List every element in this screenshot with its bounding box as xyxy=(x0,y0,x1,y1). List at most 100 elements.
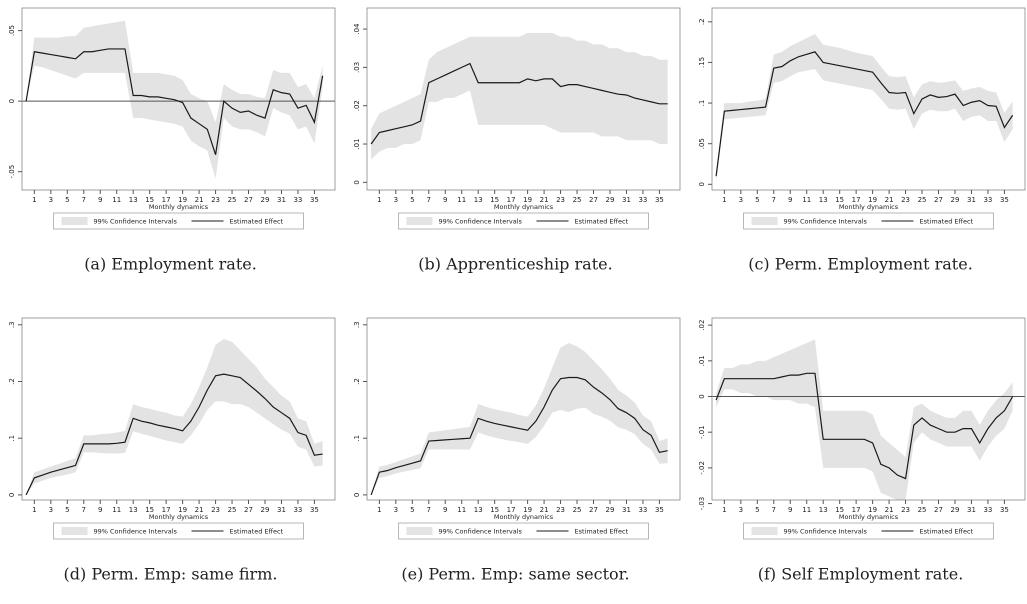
x-tick-label: 1 xyxy=(32,196,36,204)
x-tick-label: 5 xyxy=(410,506,414,514)
x-tick-label: 29 xyxy=(951,196,960,204)
y-tick-label: -.02 xyxy=(698,461,706,475)
estimate-line xyxy=(715,372,1014,480)
x-tick-label: 5 xyxy=(410,196,414,204)
legend-box xyxy=(743,212,994,230)
x-tick-label: 35 xyxy=(1000,196,1009,204)
legend-box xyxy=(398,212,649,230)
x-tick-label: 31 xyxy=(967,196,976,204)
x-tick-label: 1 xyxy=(377,506,381,514)
x-tick-label: 31 xyxy=(622,196,631,204)
x-tick-label: 5 xyxy=(755,196,759,204)
confidence-band xyxy=(26,338,323,495)
x-tick-label: 27 xyxy=(934,196,943,204)
confidence-band xyxy=(371,32,668,160)
x-tick-label: 29 xyxy=(261,506,270,514)
x-tick-label: 33 xyxy=(638,196,647,204)
x-tick-label: 27 xyxy=(244,196,253,204)
y-tick-label: .2 xyxy=(698,18,706,25)
y-tick-label: 0 xyxy=(353,180,361,184)
plot-frame xyxy=(21,7,336,191)
y-tick-label: .15 xyxy=(698,57,706,68)
x-tick-label: 15 xyxy=(835,506,844,514)
x-tick-label: 17 xyxy=(507,196,516,204)
legend-swatch xyxy=(406,527,433,535)
x-tick-label: 29 xyxy=(951,506,960,514)
x-tick-label: 11 xyxy=(802,506,811,514)
y-tick-label: -.05 xyxy=(8,165,16,179)
x-tick-label: 11 xyxy=(457,196,466,204)
legend-box xyxy=(53,522,304,540)
x-tick-label: 3 xyxy=(394,196,398,204)
chart-panel: 0.05.1.15.21 3 5 7 9 11 13 15 17 19 21 23 25 27 29 31 33… xyxy=(698,7,1026,274)
plot-frame xyxy=(711,7,1026,191)
x-tick-label: 5 xyxy=(755,506,759,514)
legend-label: 99% Confidence Intervals xyxy=(439,218,523,226)
x-tick-label: 29 xyxy=(606,196,615,204)
x-tick-label: 19 xyxy=(523,506,532,514)
x-tick-label: 11 xyxy=(457,506,466,514)
x-tick-label: 25 xyxy=(918,196,927,204)
x-tick-label: 17 xyxy=(852,196,861,204)
x-tick-label: 17 xyxy=(162,196,171,204)
x-tick-label: 7 xyxy=(82,506,86,514)
x-tick-label: 25 xyxy=(573,196,582,204)
x-tick-label: 5 xyxy=(65,196,69,204)
x-tick-label: 13 xyxy=(819,196,828,204)
x-tick-label: 19 xyxy=(523,196,532,204)
legend-box xyxy=(398,522,649,540)
estimate-line xyxy=(715,51,1014,177)
y-tick-label: .05 xyxy=(8,25,16,36)
x-tick-label: 27 xyxy=(589,506,598,514)
x-tick-label: 13 xyxy=(129,506,138,514)
x-tick-label: 1 xyxy=(377,196,381,204)
x-tick-label: 17 xyxy=(162,506,171,514)
x-tick-label: 23 xyxy=(901,196,910,204)
x-tick-label: 33 xyxy=(293,196,302,204)
x-tick-label: 1 xyxy=(722,196,726,204)
legend-swatch xyxy=(61,527,88,535)
x-tick-label: 19 xyxy=(868,196,877,204)
legend-label: Estimated Effect xyxy=(920,528,974,536)
x-tick-label: 21 xyxy=(195,506,204,514)
x-tick-label: 31 xyxy=(277,506,286,514)
legend-box xyxy=(743,522,994,540)
x-tick-label: 1 xyxy=(32,506,36,514)
x-tick-label: 13 xyxy=(474,196,483,204)
legend-label: Estimated Effect xyxy=(230,528,284,536)
x-tick-label: 25 xyxy=(918,506,927,514)
x-tick-label: 35 xyxy=(310,506,319,514)
legend-label: 99% Confidence Intervals xyxy=(784,218,868,226)
x-tick-label: 21 xyxy=(540,506,549,514)
x-tick-label: 27 xyxy=(589,196,598,204)
x-tick-label: 17 xyxy=(507,506,516,514)
x-tick-label: 35 xyxy=(655,506,664,514)
chart-panel: -.050.051 3 5 7 9 11 13 15 17 19 21 23 25 27 29 31 33 35M… xyxy=(8,7,336,274)
x-tick-label: 35 xyxy=(1000,506,1009,514)
x-tick-label: 15 xyxy=(835,196,844,204)
x-tick-label: 23 xyxy=(556,506,565,514)
x-axis-label: Monthly dynamics xyxy=(149,513,209,521)
chart-panel: -.03-.02-.010.01.021 3 5 7 9 11 13 15 17 19 21 23 25… xyxy=(698,317,1026,584)
x-tick-label: 29 xyxy=(261,196,270,204)
caption: (d) Perm. Emp: same firm. xyxy=(64,565,278,584)
legend-label: 99% Confidence Intervals xyxy=(94,528,178,536)
x-tick-label: 11 xyxy=(802,196,811,204)
y-tick-label: .1 xyxy=(8,435,16,442)
x-tick-label: 21 xyxy=(885,506,894,514)
confidence-band xyxy=(716,34,1013,181)
x-tick-label: 23 xyxy=(211,506,220,514)
x-tick-label: 9 xyxy=(443,196,447,204)
x-tick-label: 35 xyxy=(655,196,664,204)
plot-frame xyxy=(711,317,1026,501)
x-tick-label: 33 xyxy=(638,506,647,514)
x-tick-label: 33 xyxy=(293,506,302,514)
confidence-band xyxy=(716,339,1013,500)
x-tick-label: 27 xyxy=(244,506,253,514)
x-tick-label: 21 xyxy=(540,196,549,204)
y-tick-label: 0 xyxy=(353,493,361,497)
x-tick-label: 3 xyxy=(739,196,743,204)
y-tick-label: .3 xyxy=(353,321,361,328)
x-tick-label: 9 xyxy=(788,196,792,204)
